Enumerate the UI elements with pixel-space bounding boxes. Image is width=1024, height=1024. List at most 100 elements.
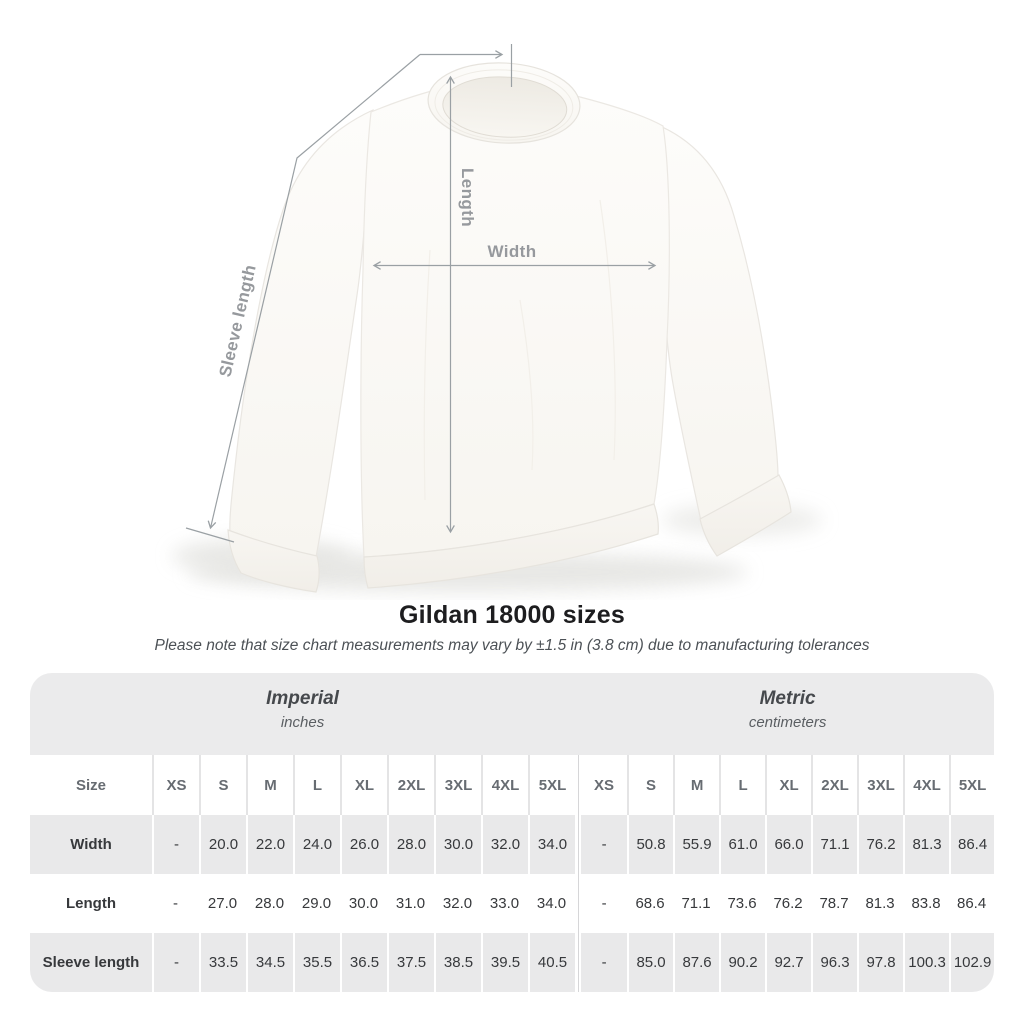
metric-size-xs: XS <box>581 755 628 815</box>
page-title: Gildan 18000 sizes <box>399 601 625 629</box>
left-sleeve <box>229 109 374 558</box>
band-divider <box>575 673 582 755</box>
row-label: Length <box>30 874 152 933</box>
value-cell: 32.0 <box>434 874 481 933</box>
value-cell: 61.0 <box>719 815 766 874</box>
size-chart-table: Imperial inches Metric centimeters Size … <box>30 673 994 992</box>
value-cell: 28.0 <box>246 874 293 933</box>
body-panel <box>360 85 670 558</box>
row-label: Width <box>30 815 152 874</box>
sweatshirt-illustration: Length Width Sleeve length <box>172 44 822 593</box>
value-cell: 71.1 <box>673 874 720 933</box>
value-cell: - <box>152 815 199 874</box>
value-cell: 76.2 <box>765 874 812 933</box>
value-cell: 30.0 <box>434 815 481 874</box>
unit-band-row: Imperial inches Metric centimeters <box>30 673 994 755</box>
metric-size-4xl: 4XL <box>903 755 950 815</box>
value-cell: 32.0 <box>481 815 528 874</box>
value-cell: 27.0 <box>199 874 246 933</box>
metric-size-l: L <box>719 755 766 815</box>
metric-size-m: M <box>673 755 720 815</box>
value-cell: 76.2 <box>857 815 904 874</box>
value-cell: 81.3 <box>903 815 950 874</box>
collar <box>427 62 581 144</box>
value-cell: 20.0 <box>199 815 246 874</box>
imperial-unit: inches <box>280 714 325 731</box>
value-cell: 102.9 <box>949 933 994 992</box>
value-cell: 36.5 <box>340 933 387 992</box>
value-cell: 37.5 <box>387 933 434 992</box>
imperial-section-header: Imperial inches <box>30 673 576 755</box>
metric-size-2xl: 2XL <box>811 755 858 815</box>
value-cell: 28.0 <box>387 815 434 874</box>
value-cell: 26.0 <box>340 815 387 874</box>
value-cell: 96.3 <box>811 933 858 992</box>
size-header-row: Size XS S M L XL 2XL 3XL 4XL 5XL XS S M … <box>30 755 994 815</box>
left-cuff <box>227 529 320 593</box>
imperial-size-4xl: 4XL <box>481 755 528 815</box>
value-cell: 90.2 <box>719 933 766 992</box>
value-cell: 50.8 <box>627 815 674 874</box>
value-cell: 68.6 <box>627 874 674 933</box>
value-cell: 29.0 <box>293 874 340 933</box>
fabric-creases <box>423 199 616 501</box>
value-cell: 55.9 <box>673 815 720 874</box>
imperial-size-5xl: 5XL <box>528 755 576 815</box>
size-column-header: Size <box>30 755 152 815</box>
value-cell: 34.5 <box>246 933 293 992</box>
tolerance-note: Please note that size chart measurements… <box>154 637 870 654</box>
metric-label: Metric <box>759 688 816 709</box>
sweatshirt-figure: Length Width Sleeve length <box>172 44 822 593</box>
value-cell: 22.0 <box>246 815 293 874</box>
sleeve-length-row: Sleeve length - 33.5 34.5 35.5 36.5 37.5… <box>30 933 994 992</box>
value-cell: 33.5 <box>199 933 246 992</box>
value-cell: - <box>581 933 628 992</box>
value-cell: 85.0 <box>627 933 674 992</box>
imperial-size-s: S <box>199 755 246 815</box>
value-cell: 31.0 <box>387 874 434 933</box>
value-cell: 38.5 <box>434 933 481 992</box>
value-cell: 30.0 <box>340 874 387 933</box>
value-cell: 83.8 <box>903 874 950 933</box>
value-cell: - <box>581 815 628 874</box>
value-cell: 87.6 <box>673 933 720 992</box>
imperial-label: Imperial <box>266 688 339 709</box>
imperial-size-xl: XL <box>340 755 387 815</box>
width-row: Width - 20.0 22.0 24.0 26.0 28.0 30.0 32… <box>30 815 994 874</box>
right-sleeve <box>659 125 779 522</box>
value-cell: 39.5 <box>481 933 528 992</box>
length-row: Length - 27.0 28.0 29.0 30.0 31.0 32.0 3… <box>30 874 994 933</box>
value-cell: 34.0 <box>528 874 576 933</box>
value-cell: 86.4 <box>949 815 994 874</box>
hem-band <box>363 503 659 589</box>
value-cell: - <box>152 933 199 992</box>
value-cell: 34.0 <box>528 815 576 874</box>
right-cuff <box>699 474 792 557</box>
value-cell: 81.3 <box>857 874 904 933</box>
metric-section-header: Metric centimeters <box>581 673 994 755</box>
value-cell: - <box>152 874 199 933</box>
imperial-size-3xl: 3XL <box>434 755 481 815</box>
value-cell: 71.1 <box>811 815 858 874</box>
imperial-size-l: L <box>293 755 340 815</box>
value-cell: 35.5 <box>293 933 340 992</box>
value-cell: 78.7 <box>811 874 858 933</box>
value-cell: 24.0 <box>293 815 340 874</box>
value-cell: 33.0 <box>481 874 528 933</box>
metric-size-5xl: 5XL <box>949 755 994 815</box>
section-divider <box>575 874 582 933</box>
metric-size-xl: XL <box>765 755 812 815</box>
metric-unit: centimeters <box>748 714 827 731</box>
sleeve-end-tick <box>185 527 235 543</box>
length-label: Length <box>458 168 477 227</box>
sleeve-arrow-line <box>207 54 421 530</box>
value-cell: 73.6 <box>719 874 766 933</box>
section-divider <box>575 815 582 874</box>
imperial-size-m: M <box>246 755 293 815</box>
metric-size-s: S <box>627 755 674 815</box>
section-divider <box>575 933 582 992</box>
value-cell: 86.4 <box>949 874 994 933</box>
row-label: Sleeve length <box>30 933 152 992</box>
metric-size-3xl: 3XL <box>857 755 904 815</box>
section-divider <box>575 755 582 815</box>
